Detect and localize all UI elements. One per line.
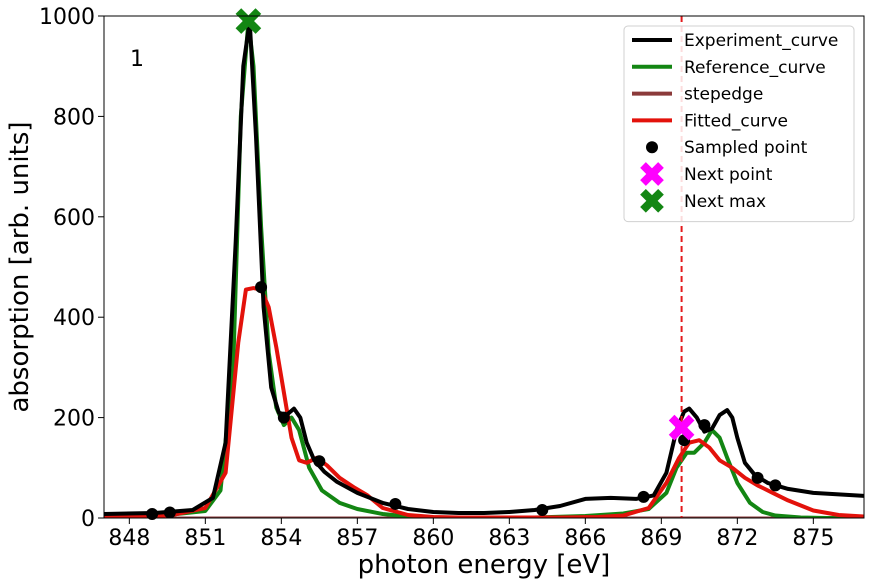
legend-item-stepedge: stepedge (632, 85, 763, 105)
legend-label: Reference_curve (684, 58, 826, 78)
x-tick-label: 854 (260, 526, 302, 551)
y-axis-label: absorption [arb. units] (5, 121, 35, 412)
legend-item-next-max: Next max (640, 188, 766, 213)
x-tick-label: 872 (716, 526, 758, 551)
marker-sampled-point (163, 506, 176, 519)
marker-sampled-point (255, 281, 268, 294)
legend-label: Experiment_curve (684, 31, 838, 51)
marker-sampled-point (313, 455, 326, 468)
x-tick-label: 875 (792, 526, 834, 551)
legend-item-sampled-point: Sampled point (646, 138, 808, 158)
panel-label: 1 (130, 47, 144, 72)
legend-swatch (640, 162, 664, 186)
y-tick-label: 0 (81, 507, 95, 532)
marker-sampled-point (277, 411, 290, 424)
y-tick-label: 1000 (39, 5, 95, 30)
marker-sampled-point (637, 490, 650, 503)
plot-frame (103, 15, 865, 519)
y-tick-label: 400 (53, 306, 95, 331)
y-tick-label: 600 (53, 206, 95, 231)
y-axis: 0 200 400 600 800 1000 (39, 5, 104, 532)
marker-sampled-point (536, 503, 549, 516)
x-tick-label: 848 (108, 526, 150, 551)
y-tick-label: 800 (53, 105, 95, 130)
marker-sampled-point (769, 479, 782, 492)
marker-next-max (235, 8, 262, 34)
marker-sampled-point (751, 471, 764, 484)
x-tick-label: 851 (184, 526, 226, 551)
series-line-experiment-curve (104, 19, 864, 516)
legend-item-next-point: Next point (640, 162, 773, 186)
legend-swatch (640, 188, 664, 213)
legend-item-experiment-curve: Experiment_curve (632, 31, 838, 51)
legend-item-reference-curve: Reference_curve (632, 58, 826, 78)
legend-label: stepedge (684, 85, 763, 105)
legend: Experiment_curve Reference_curve stepedge F… (623, 25, 855, 223)
x-tick-label: 869 (640, 526, 682, 551)
legend-label: Fitted_curve (684, 111, 788, 131)
marker-sampled-point (698, 419, 711, 432)
legend-label: Next max (684, 192, 766, 212)
legend-swatch (646, 141, 658, 154)
plot-area (103, 8, 865, 520)
legend-label: Sampled point (684, 138, 808, 158)
x-tick-label: 860 (412, 526, 454, 551)
x-tick-label: 857 (336, 526, 378, 551)
marker-next-point (668, 414, 695, 441)
legend-label: Next point (684, 165, 773, 185)
legend-item-fitted-curve: Fitted_curve (632, 111, 788, 131)
legend-box (623, 25, 855, 223)
y-tick-label: 200 (53, 407, 95, 432)
x-tick-label: 866 (564, 526, 606, 551)
x-tick-label: 863 (488, 526, 530, 551)
x-axis: 848 851 854 857 860 863 866 869 872 875 (108, 518, 834, 551)
marker-sampled-point (389, 497, 402, 510)
marker-sampled-point (146, 507, 159, 520)
x-axis-label: photon energy [eV] (358, 550, 611, 580)
